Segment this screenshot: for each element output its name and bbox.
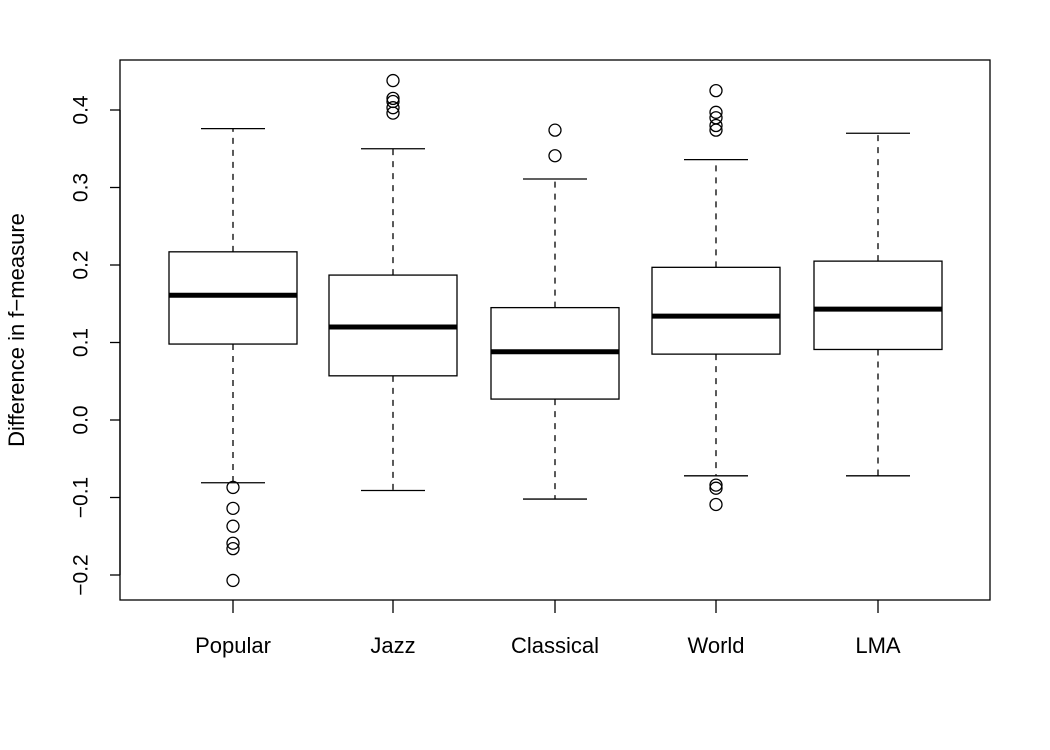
outlier-point bbox=[709, 478, 723, 492]
outlier-point bbox=[709, 105, 723, 119]
y-axis: −0.2 −0.1 0.0 0.1 0.2 0.3 0.4 bbox=[70, 95, 121, 596]
box-world bbox=[651, 83, 781, 512]
outlier-point bbox=[386, 91, 400, 106]
y-tick-label: 0.1 bbox=[70, 328, 93, 357]
box-lma bbox=[813, 132, 943, 477]
outlier-point bbox=[709, 123, 723, 137]
x-tick-label: Jazz bbox=[370, 633, 415, 658]
x-tick-label: LMA bbox=[855, 633, 901, 658]
outlier-point bbox=[226, 542, 240, 556]
outlier-point bbox=[548, 149, 562, 163]
x-axis: Popular Jazz Classical World LMA bbox=[195, 600, 901, 658]
outlier-point bbox=[226, 501, 240, 516]
outlier-point bbox=[548, 123, 562, 137]
outlier-point bbox=[226, 573, 240, 588]
outlier-point bbox=[226, 519, 240, 533]
iqr-box bbox=[651, 266, 781, 355]
box-jazz bbox=[328, 73, 458, 492]
y-tick-label: −0.1 bbox=[70, 477, 93, 518]
y-axis-label: Difference in f−measure bbox=[4, 213, 29, 447]
x-tick-label: Popular bbox=[195, 633, 271, 658]
x-tick-label: Classical bbox=[511, 633, 599, 658]
box-classical bbox=[490, 123, 620, 500]
outlier-point bbox=[709, 481, 723, 495]
outlier-point bbox=[226, 480, 240, 495]
y-tick-label: 0.2 bbox=[70, 250, 93, 279]
x-tick-label: World bbox=[687, 633, 744, 658]
outlier-point bbox=[709, 118, 723, 133]
y-tick-label: −0.2 bbox=[70, 554, 93, 595]
iqr-box bbox=[813, 260, 943, 351]
boxes-layer bbox=[168, 73, 943, 588]
outlier-point bbox=[709, 83, 723, 98]
outlier-point bbox=[386, 106, 400, 120]
y-tick-label: 0.0 bbox=[70, 405, 93, 434]
y-tick-label: 0.3 bbox=[70, 173, 93, 202]
outlier-point bbox=[386, 73, 400, 88]
outlier-point bbox=[226, 536, 240, 550]
outlier-point bbox=[709, 497, 723, 512]
box-popular bbox=[168, 127, 298, 588]
y-tick-label: 0.4 bbox=[70, 95, 93, 125]
iqr-box bbox=[168, 251, 298, 345]
outlier-point bbox=[386, 101, 400, 115]
